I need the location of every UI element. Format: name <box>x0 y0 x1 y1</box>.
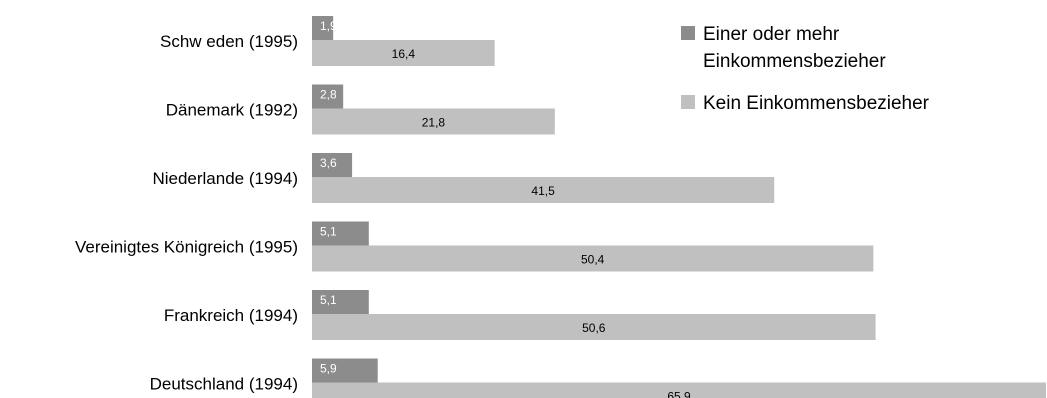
data-label: 5,9 <box>320 362 337 376</box>
bar-einer-oder-mehr <box>312 290 369 314</box>
legend-swatch <box>681 95 695 109</box>
legend-item: Kein Einkommensbezieher <box>681 93 930 114</box>
legend-label: Einkommensbezieher <box>703 51 886 72</box>
data-label: 1,9 <box>320 19 337 33</box>
category-label: Deutschland (1994) <box>150 375 298 394</box>
bar-kein-einkommensbezieher <box>312 177 775 203</box>
category-group: 3,6 41,5 <box>312 153 775 203</box>
bar-kein-einkommensbezieher <box>312 245 874 272</box>
data-label: 65,9 <box>667 390 691 398</box>
legend-swatch <box>681 26 695 40</box>
category-label: Vereinigtes Königreich (1995) <box>75 238 298 257</box>
category-label: Frankreich (1994) <box>164 306 298 325</box>
category-group: 5,1 50,6 <box>312 290 876 340</box>
category-label: Dänemark (1992) <box>166 101 298 120</box>
bar-kein-einkommensbezieher <box>312 108 555 135</box>
legend-label: Kein Einkommensbezieher <box>703 93 930 114</box>
data-label: 5,1 <box>320 293 337 307</box>
chart-bars: 1,9 16,4 2,8 21,8 3,6 41,5 5,1 50,4 5,1 50,6 5,9 65… <box>312 16 1046 398</box>
bar-einer-oder-mehr <box>312 221 369 246</box>
category-group: 1,9 16,4 <box>312 16 495 66</box>
data-label: 50,4 <box>581 253 605 267</box>
data-label: 3,6 <box>320 156 337 170</box>
data-label: 50,6 <box>582 321 606 335</box>
legend-label: Einer oder mehr <box>703 24 840 45</box>
category-labels: Schw eden (1995) Dänemark (1992) Niederlan… <box>75 32 298 394</box>
bar-kein-einkommensbezieher <box>312 382 1046 398</box>
data-label: 5,1 <box>320 225 337 239</box>
category-group: 5,9 65,9 <box>312 358 1046 398</box>
data-label: 16,4 <box>392 47 416 61</box>
category-label: Schw eden (1995) <box>160 32 298 51</box>
bar-einer-oder-mehr <box>312 153 353 177</box>
bar-einer-oder-mehr <box>312 84 344 109</box>
bar-kein-einkommensbezieher <box>312 314 876 340</box>
category-group: 2,8 21,8 <box>312 84 555 135</box>
data-label: 21,8 <box>422 116 446 130</box>
bar-einer-oder-mehr <box>312 16 334 40</box>
data-label: 2,8 <box>320 88 337 102</box>
category-group: 5,1 50,4 <box>312 221 874 272</box>
legend-item: Einer oder mehr Einkommensbezieher <box>681 24 886 72</box>
legend: Einer oder mehr Einkommensbezieher Kein Ei… <box>681 24 930 114</box>
bar-kein-einkommensbezieher <box>312 40 495 66</box>
category-label: Niederlande (1994) <box>152 169 298 188</box>
bar-einer-oder-mehr <box>312 358 378 383</box>
data-label: 41,5 <box>531 184 555 198</box>
